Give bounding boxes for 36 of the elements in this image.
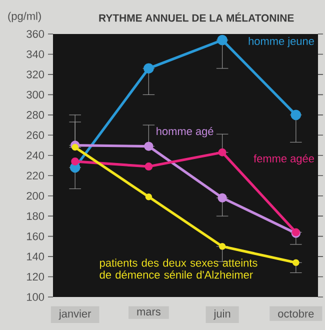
y-tick-label: 340 xyxy=(26,50,44,58)
y-tick-label: 300 xyxy=(26,90,44,99)
point xyxy=(144,162,153,170)
point xyxy=(290,110,302,120)
y-tick-label: 160 xyxy=(27,232,44,240)
point xyxy=(145,193,152,200)
y-tick-label: 180 xyxy=(27,212,44,220)
y-tick-label: 200 xyxy=(26,192,44,200)
y-tick-label: 120 xyxy=(27,272,44,281)
series-label: homme agé xyxy=(156,126,214,138)
x-tick-label: octobre xyxy=(278,310,314,318)
y-tick-label: 280 xyxy=(26,111,44,119)
point xyxy=(144,142,154,151)
point xyxy=(144,63,154,74)
y-tick-label: 220 xyxy=(26,172,44,180)
x-tick-label: mars xyxy=(137,310,160,316)
y-tick-label: 240 xyxy=(26,152,44,160)
x-tick-label: juin xyxy=(214,310,230,320)
series-label: patients des deux sexes atteints de démence sénile d'Alzheimer xyxy=(100,258,258,279)
series-label: femme agée xyxy=(254,154,314,165)
y-tick-label: 140 xyxy=(27,252,44,260)
y-tick-label: 100 xyxy=(27,293,44,301)
x-tick-label: janvier xyxy=(58,310,92,320)
y-tick-label: 260 xyxy=(26,131,44,140)
point xyxy=(217,34,228,46)
point xyxy=(218,193,227,202)
point xyxy=(218,243,226,250)
point xyxy=(71,157,80,166)
series-label: homme jeune xyxy=(248,36,314,48)
chart-title: RYTHME ANNUEL DE LA MÉLATONINE xyxy=(99,12,294,22)
y-tick-label: 360 xyxy=(26,30,44,38)
point xyxy=(292,259,300,266)
point xyxy=(218,148,226,156)
y-axis-title: (pg/ml) xyxy=(8,12,41,22)
y-tick-label: 320 xyxy=(26,70,44,78)
point xyxy=(72,144,78,151)
